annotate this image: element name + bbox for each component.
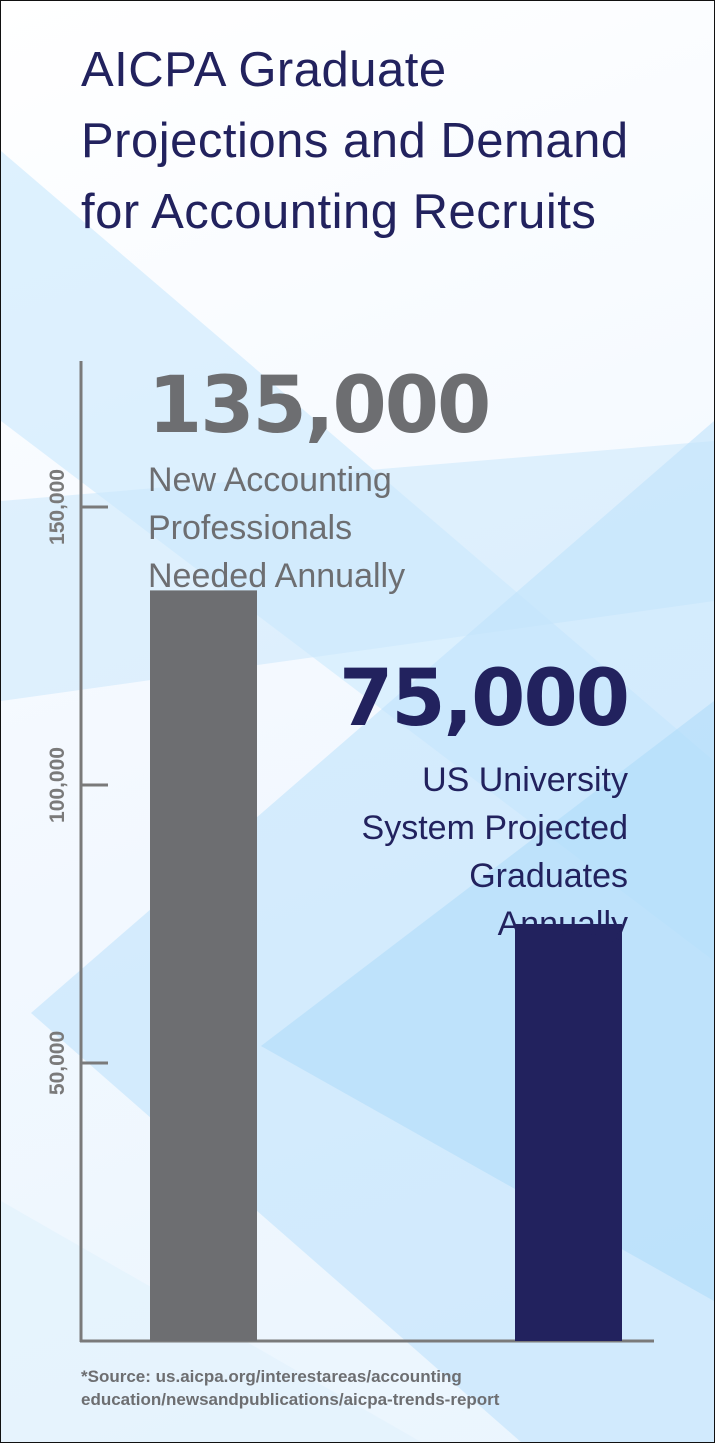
y-tick-label: 150,000	[46, 469, 69, 545]
chart-title: AICPA Graduate Projections and Demand fo…	[81, 43, 629, 239]
bar-graduates	[515, 924, 622, 1341]
y-tick-label: 50,000	[46, 1031, 69, 1095]
value-label-needed: 135,000	[148, 361, 491, 451]
source-note: *Source: us.aicpa.org/interestareas/acco…	[81, 1367, 500, 1409]
value-label-graduates: 75,000	[339, 654, 630, 744]
category-description-needed: New Accounting Professionals Needed Annu…	[148, 461, 406, 595]
bar-needed	[150, 590, 257, 1341]
category-description-graduates: US University System Projected Graduates…	[361, 761, 628, 943]
y-tick-label: 100,000	[46, 747, 69, 823]
